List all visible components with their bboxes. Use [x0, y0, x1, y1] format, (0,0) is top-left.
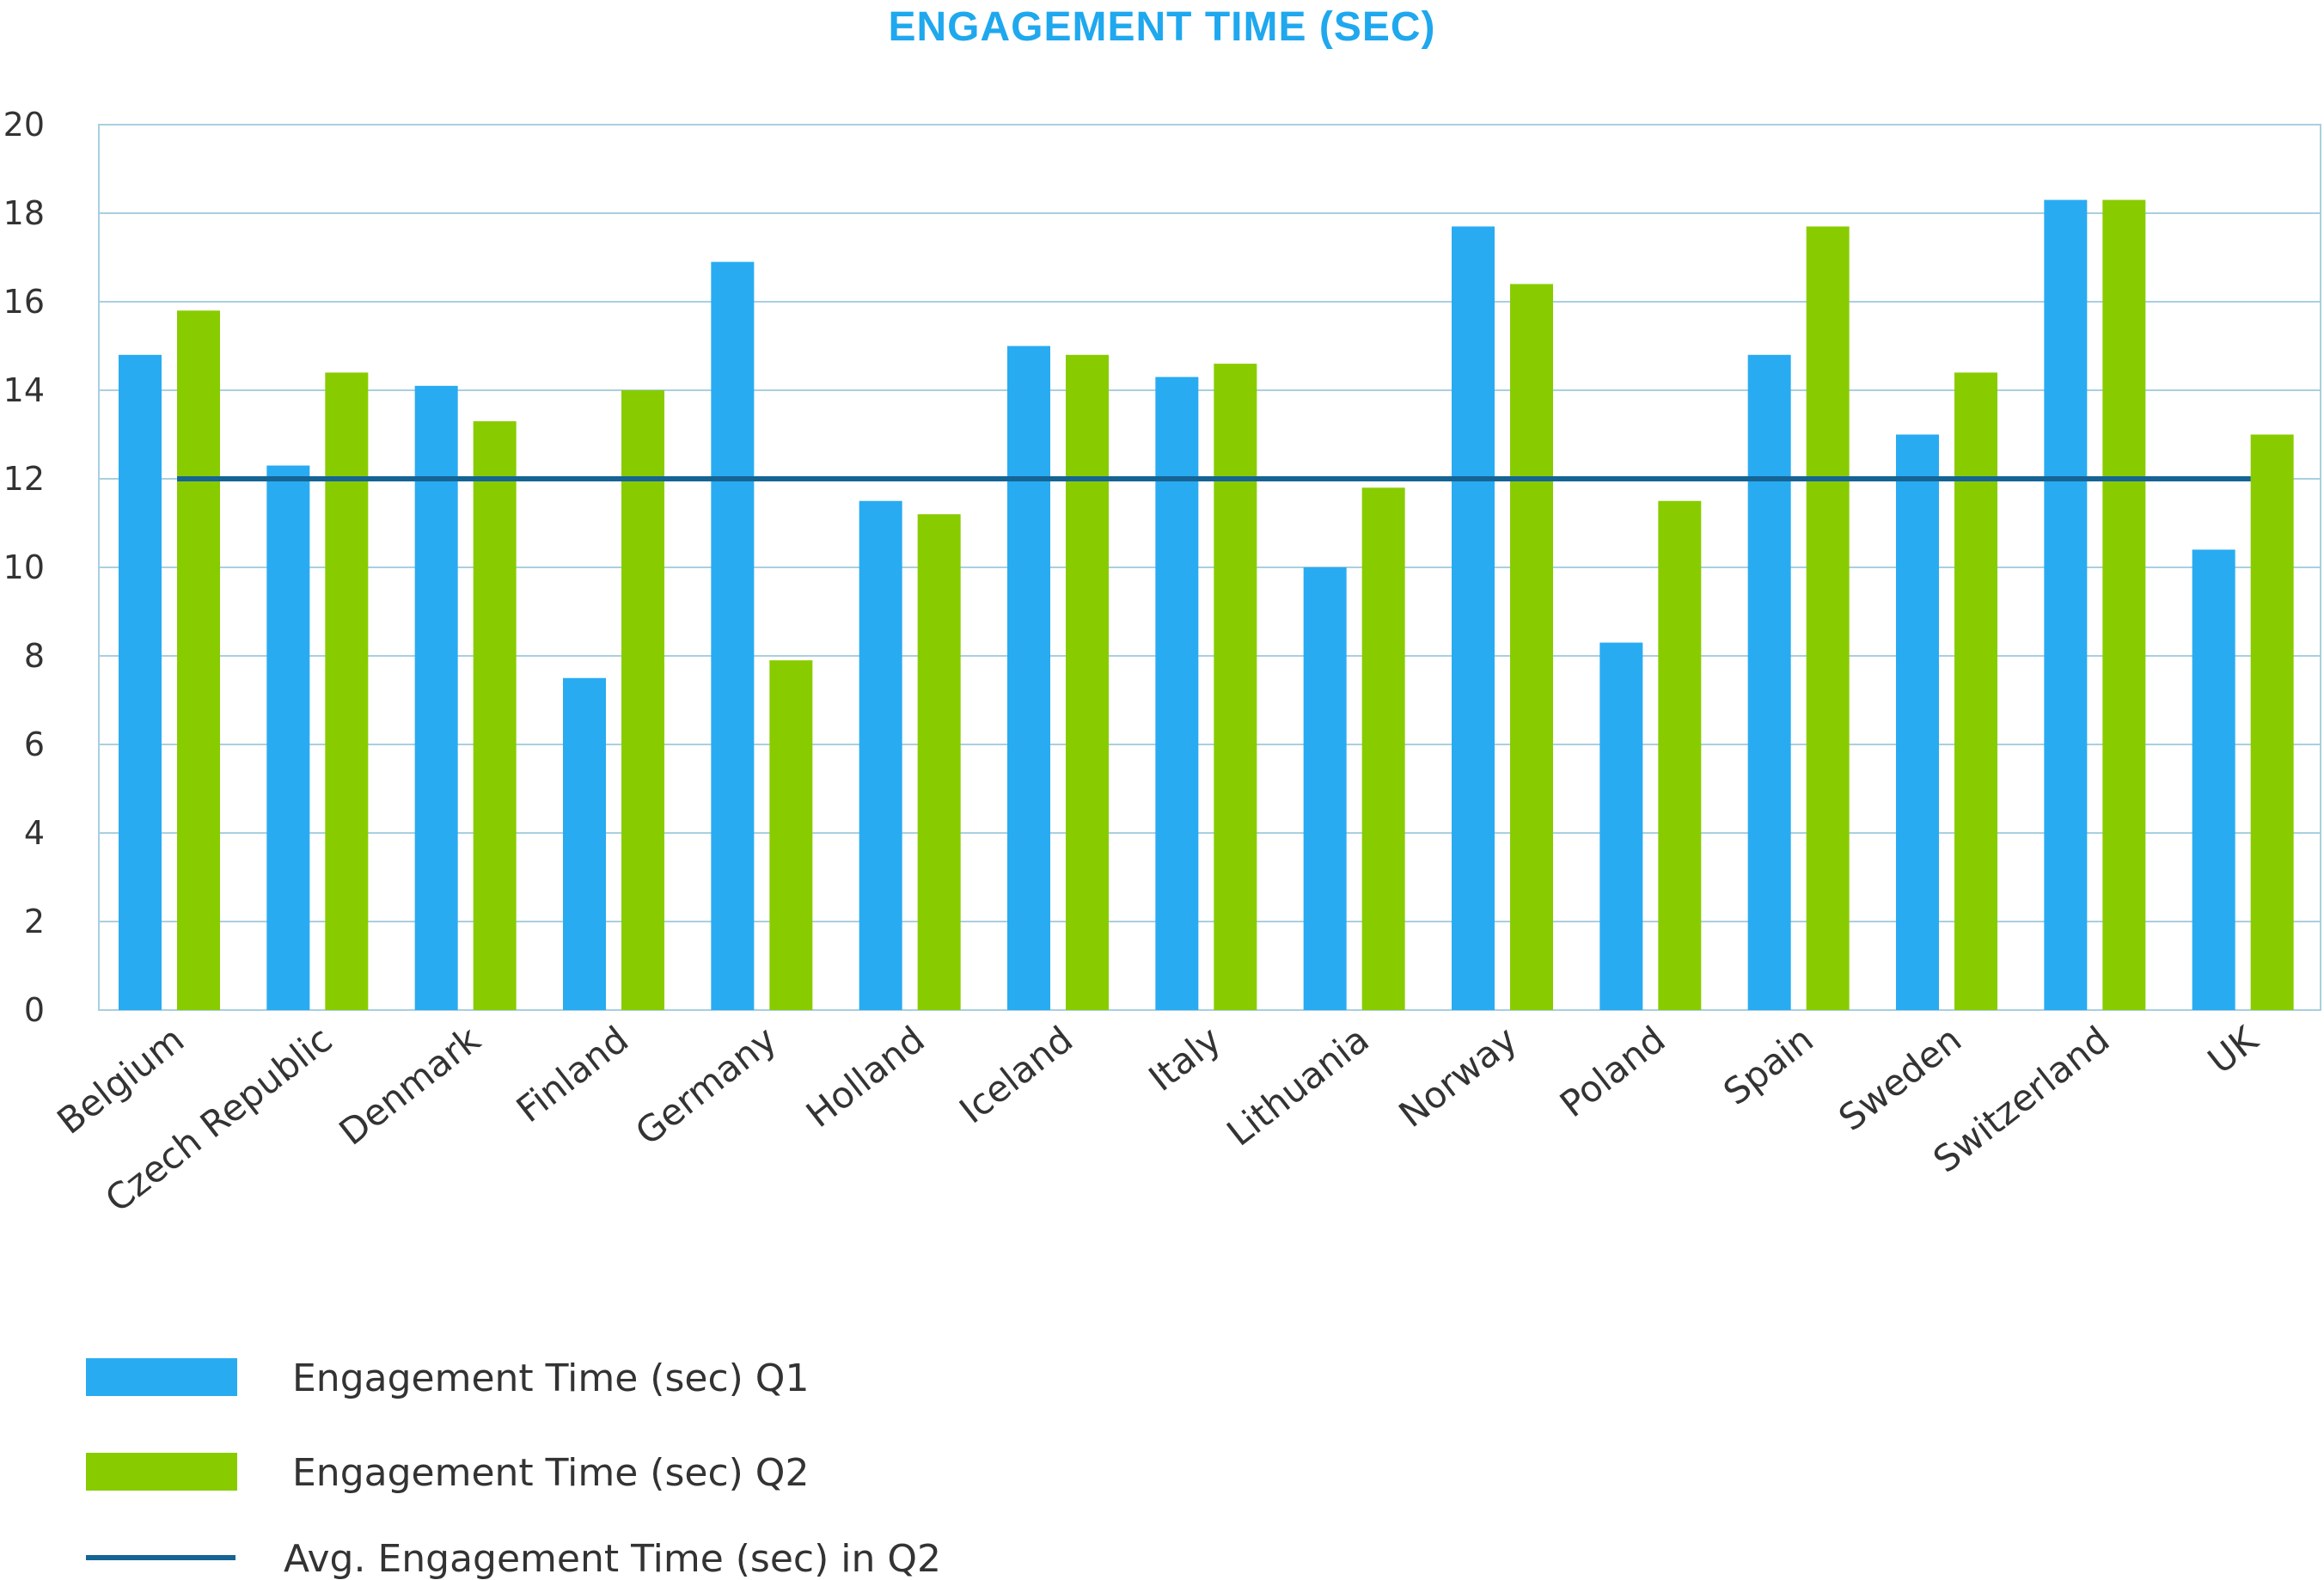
- y-tick-label: 2: [24, 903, 45, 940]
- bar-q1-switzerland: [2044, 199, 2088, 1011]
- x-tick-label: Lithuania: [1219, 1018, 1376, 1154]
- x-tick-label: Belgium: [49, 1018, 192, 1142]
- x-tick-label: Holland: [798, 1018, 933, 1136]
- bar-q2-iceland: [1066, 354, 1109, 1010]
- y-tick-label: 14: [3, 371, 45, 409]
- bar-q1-holland: [859, 500, 902, 1010]
- bar-q1-norway: [1452, 226, 1495, 1010]
- x-tick-label: Denmark: [332, 1018, 489, 1154]
- bar-q1-belgium: [119, 354, 162, 1010]
- legend-label: Engagement Time (sec) Q2: [292, 1451, 809, 1495]
- y-tick-label: 16: [3, 283, 45, 321]
- bar-q2-lithuania: [1361, 487, 1405, 1010]
- x-tick-label: Spain: [1715, 1018, 1821, 1113]
- bar-q2-norway: [1510, 284, 1553, 1010]
- bar-q1-finland: [563, 677, 606, 1010]
- bar-q2-sweden: [1954, 372, 1997, 1010]
- y-axis-ticks: 0 2 4 6 8 10 12 14 16 18 20: [3, 106, 45, 1029]
- bar-q2-belgium: [177, 310, 220, 1010]
- bar-q1-lithuania: [1303, 567, 1347, 1010]
- bar-q2-poland: [1658, 500, 1702, 1010]
- y-tick-label: 12: [3, 460, 45, 498]
- x-tick-label: Italy: [1141, 1018, 1229, 1099]
- bar-q1-iceland: [1007, 346, 1050, 1010]
- bar-q1-czech-republic: [266, 465, 310, 1010]
- y-tick-label: 4: [24, 814, 45, 852]
- y-tick-label: 6: [24, 726, 45, 763]
- legend: Engagement Time (sec) Q1 Engagement Time …: [86, 1356, 941, 1580]
- bar-q1-spain: [1747, 354, 1791, 1010]
- x-tick-label: Poland: [1552, 1018, 1673, 1125]
- legend-swatch: [86, 1453, 237, 1491]
- x-tick-label: Sweden: [1831, 1018, 1969, 1139]
- x-tick-label: Iceland: [951, 1018, 1080, 1131]
- bar-q2-czech-republic: [325, 372, 369, 1010]
- y-tick-label: 10: [3, 548, 45, 586]
- x-tick-label: Finland: [509, 1018, 636, 1130]
- legend-swatch: [86, 1358, 237, 1396]
- bar-q2-italy: [1214, 364, 1257, 1011]
- chart-title: ENGAGEMENT TIME (SEC): [888, 4, 1436, 50]
- y-tick-label: 18: [3, 194, 45, 232]
- bar-q2-germany: [769, 660, 813, 1010]
- x-tick-label: Norway: [1391, 1018, 1525, 1136]
- bar-q2-holland: [917, 514, 961, 1010]
- bar-q1-uk: [2192, 549, 2235, 1010]
- bars: [119, 199, 2294, 1011]
- bar-q1-sweden: [1896, 434, 1939, 1010]
- bar-q1-denmark: [414, 385, 458, 1011]
- bar-q2-finland: [621, 390, 664, 1010]
- bar-q2-denmark: [473, 421, 517, 1010]
- legend-label: Avg. Engagement Time (sec) in Q2: [284, 1537, 941, 1580]
- y-tick-label: 8: [24, 637, 45, 675]
- bar-q1-italy: [1155, 377, 1199, 1010]
- bar-q2-switzerland: [2102, 199, 2146, 1011]
- y-tick-label: 20: [3, 106, 45, 144]
- bar-q1-germany: [711, 261, 755, 1010]
- bar-q2-uk: [2250, 434, 2294, 1010]
- legend-label: Engagement Time (sec) Q1: [292, 1356, 809, 1400]
- x-tick-label: Germany: [627, 1018, 784, 1153]
- x-tick-label: UK: [2200, 1017, 2266, 1081]
- y-tick-label: 0: [24, 991, 45, 1029]
- bar-q2-spain: [1806, 226, 1850, 1010]
- bar-q1-poland: [1599, 642, 1643, 1010]
